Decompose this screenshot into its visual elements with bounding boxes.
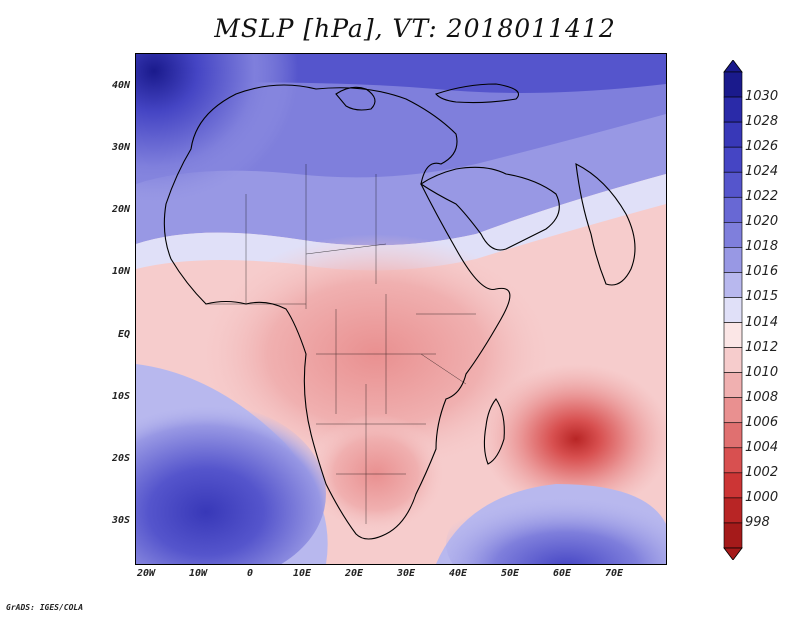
- colorbar-label: 1006: [745, 414, 779, 430]
- colorbar-swatch: [723, 522, 743, 549]
- colorbar-swatch: [723, 472, 743, 499]
- colorbar-swatch: [723, 71, 743, 98]
- lat-label-20s: 20S: [111, 453, 130, 464]
- lon-label-20w: 20W: [136, 568, 156, 579]
- colorbar-label: 998: [745, 514, 770, 530]
- colorbar-label: 1024: [745, 164, 779, 180]
- lat-label-30n: 30N: [111, 142, 130, 153]
- colorbar-arrow-bottom: [723, 547, 743, 560]
- lon-label-40e: 40E: [448, 568, 468, 579]
- lon-label-30e: 30E: [396, 568, 416, 579]
- borders: [206, 164, 476, 524]
- colorbar-swatch: [723, 247, 743, 273]
- colorbar-label: 1014: [745, 314, 779, 330]
- colorbar-swatch: [723, 422, 743, 449]
- colorbar-label: 1028: [745, 114, 779, 130]
- colorbar-label: 1000: [745, 489, 779, 505]
- colorbar-swatch: [723, 272, 743, 298]
- lat-label-40n: 40N: [111, 80, 130, 91]
- colorbar-swatch: [723, 121, 743, 148]
- colorbar-swatch: [723, 222, 743, 248]
- lon-label-10e: 10E: [292, 568, 312, 579]
- colorbar-swatch: [723, 96, 743, 123]
- colorbar-arrow-top: [723, 60, 743, 73]
- colorbar-swatch: [723, 196, 743, 223]
- colorbar-label: 1008: [745, 389, 779, 405]
- lat-label-10s: 10S: [111, 391, 130, 402]
- colorbar-swatch: [723, 497, 743, 524]
- colorbar-swatch: [723, 397, 743, 424]
- footer-credit: GrADS: IGES/COLA: [6, 603, 84, 612]
- colorbar-label: 1020: [745, 214, 779, 230]
- colorbar-swatch: [723, 322, 743, 348]
- lon-label-60e: 60E: [552, 568, 572, 579]
- colorbar-label: 1022: [745, 189, 779, 205]
- colorbar-label: 1004: [745, 439, 779, 455]
- colorbar-swatch: [723, 447, 743, 474]
- lat-label-30s: 30S: [111, 515, 130, 526]
- coastlines: [163, 83, 636, 540]
- colorbar-swatch: [723, 171, 743, 198]
- colorbar-swatch: [723, 347, 743, 373]
- lon-label-70e: 70E: [604, 568, 624, 579]
- lon-label-50e: 50E: [500, 568, 520, 579]
- pressure-field: [136, 54, 666, 564]
- colorbar-label: 1010: [745, 364, 779, 380]
- map-panel: [135, 53, 667, 565]
- colorbar-swatch: [723, 146, 743, 173]
- colorbar-swatch: [723, 297, 743, 323]
- lat-label-10n: 10N: [111, 266, 130, 277]
- colorbar-swatch: [723, 372, 743, 398]
- lat-label-eq: EQ: [117, 329, 130, 340]
- colorbar: [723, 60, 743, 560]
- colorbar-label: 1018: [745, 239, 779, 255]
- colorbar-label: 1002: [745, 464, 779, 480]
- colorbar-label: 1016: [745, 264, 779, 280]
- lon-label-20e: 20E: [344, 568, 364, 579]
- colorbar-label: 1026: [745, 139, 779, 155]
- lon-label-0: 0: [246, 568, 254, 579]
- lat-label-20n: 20N: [111, 204, 130, 215]
- colorbar-label: 1012: [745, 339, 779, 355]
- map-title: MSLP [hPa], VT: 2018011412: [214, 14, 616, 43]
- colorbar-label: 1030: [745, 89, 779, 105]
- lon-label-10w: 10W: [188, 568, 208, 579]
- colorbar-label: 1015: [745, 289, 779, 305]
